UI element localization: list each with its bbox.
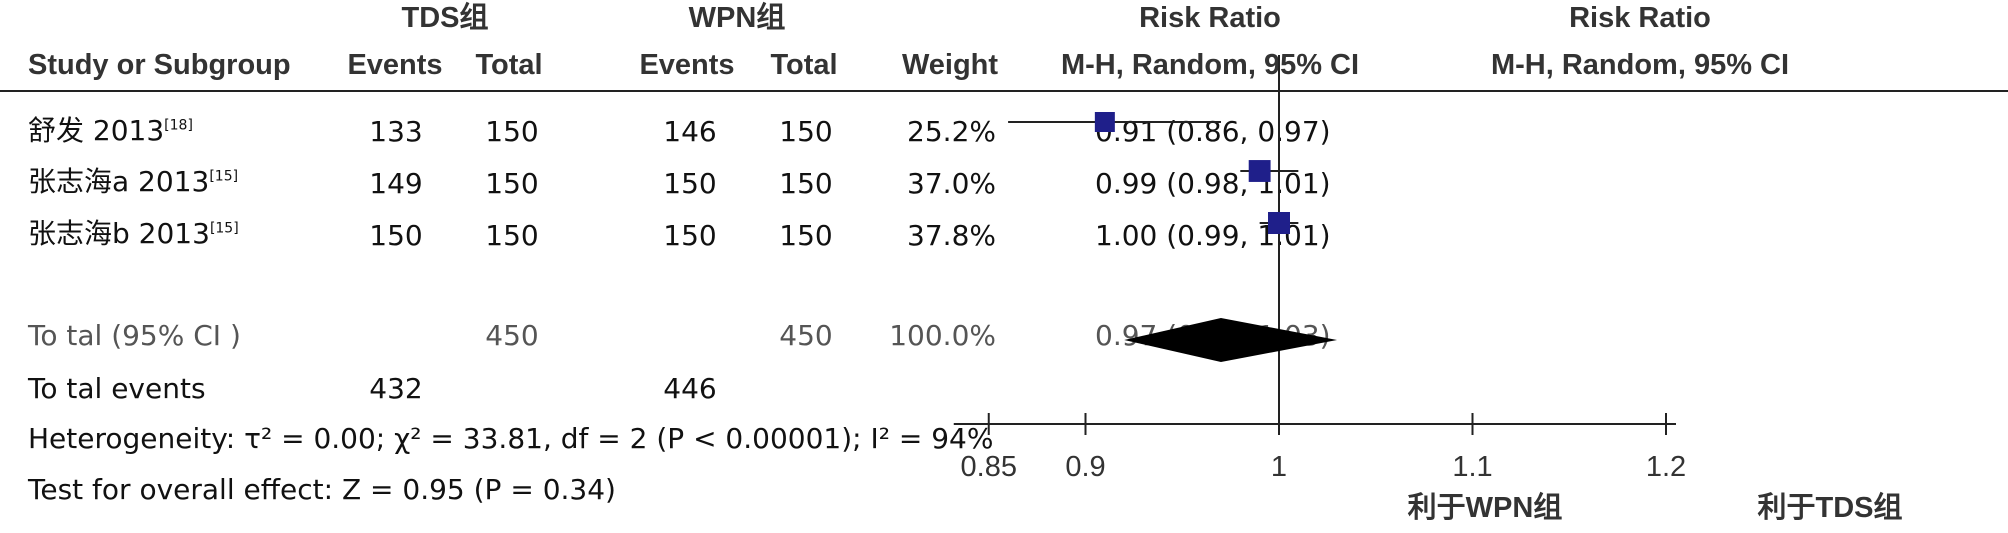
events2-header: Events: [639, 49, 735, 81]
weight-cell: 37.8%: [907, 219, 996, 252]
study-square: [1094, 112, 1115, 132]
method-header: M-H, Random, 95% CI: [1060, 49, 1360, 81]
total-events2: 446: [663, 372, 717, 405]
study-name: 舒发 2013[18]: [28, 114, 193, 147]
total2-cell: 150: [779, 115, 833, 148]
weight-cell: 25.2%: [907, 115, 996, 148]
total-weight: 100.0%: [889, 319, 996, 352]
events1-cell: 133: [369, 115, 423, 148]
total2-header: Total: [770, 49, 838, 81]
study-square: [1248, 160, 1271, 182]
study-name: 张志海a 2013[15]: [28, 165, 239, 198]
total2-cell: 150: [779, 219, 833, 252]
overall-effect-text: Test for overall effect: Z = 0.95 (P = 0…: [28, 473, 616, 506]
x-tick-label: 1: [1271, 451, 1287, 483]
total2-cell: 150: [779, 167, 833, 200]
rr-plot-header: Risk Ratio: [1569, 2, 1711, 34]
x-tick-label: 0.9: [1065, 451, 1105, 483]
heterogeneity-text: Heterogeneity: τ² = 0.00; χ² = 33.81, df…: [28, 422, 994, 455]
study-column-header: Study or Subgroup: [28, 49, 291, 81]
group1-header: TDS组: [401, 2, 489, 34]
favors-right-label: 利于TDS组: [1757, 492, 1903, 524]
x-tick-label: 1.2: [1646, 451, 1686, 483]
weight-header: Weight: [901, 49, 999, 81]
total-events-label: To tal events: [28, 372, 206, 405]
x-tick-label: 0.85: [961, 451, 1017, 483]
events1-cell: 149: [369, 167, 423, 200]
total1-cell: 150: [485, 167, 539, 200]
total-label: To tal (95% CI ): [28, 319, 241, 352]
favors-left-label: 利于WPN组: [1407, 492, 1563, 524]
weight-cell: 37.0%: [907, 167, 996, 200]
ci-cell: 0.99 (0.98, 1.01): [1095, 167, 1331, 200]
method-plot-header: M-H, Random, 95% CI: [1490, 49, 1790, 81]
pooled-diamond: [1124, 318, 1338, 362]
total1-cell: 150: [485, 219, 539, 252]
events2-cell: 146: [663, 115, 717, 148]
total2-sum: 450: [779, 319, 833, 352]
study-name: 张志海b 2013[15]: [28, 217, 239, 250]
total1-header: Total: [475, 49, 543, 81]
total-events1: 432: [369, 372, 423, 405]
events1-header: Events: [347, 49, 443, 81]
header-rule: [0, 90, 2008, 92]
total1-cell: 150: [485, 115, 539, 148]
group2-header: WPN组: [688, 2, 786, 34]
total1-sum: 450: [485, 319, 539, 352]
ci-cell: 1.00 (0.99, 1.01): [1095, 219, 1331, 252]
events2-cell: 150: [663, 167, 717, 200]
rr-header: Risk Ratio: [1139, 2, 1281, 34]
events2-cell: 150: [663, 219, 717, 252]
events1-cell: 150: [369, 219, 423, 252]
study-square: [1268, 212, 1290, 234]
x-tick-label: 1.1: [1452, 451, 1492, 483]
